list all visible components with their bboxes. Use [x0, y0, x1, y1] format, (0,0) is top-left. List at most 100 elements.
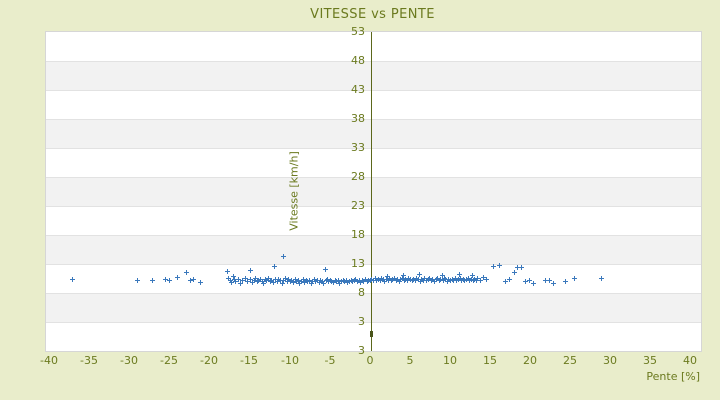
- x-tick-label: -10: [281, 354, 299, 367]
- data-point: [198, 280, 203, 285]
- data-point: [272, 264, 277, 269]
- plot-stripe: [46, 293, 701, 322]
- data-point: [184, 270, 189, 275]
- data-point: [551, 281, 556, 286]
- y-tick-label: 18: [351, 228, 365, 241]
- y-gridline: [46, 206, 701, 207]
- data-point: [191, 277, 196, 282]
- plot-stripe: [46, 119, 701, 148]
- chart-title: VITESSE vs PENTE: [310, 7, 435, 22]
- data-point: [307, 278, 312, 283]
- y-tick-label: 43: [351, 83, 365, 96]
- data-point: [236, 277, 241, 282]
- x-tick-label: 5: [406, 354, 414, 367]
- x-tick-label: 25: [563, 354, 577, 367]
- y-gridline: [46, 177, 701, 178]
- y-tick-label: 48: [351, 54, 365, 67]
- data-point: [266, 276, 271, 281]
- data-point: [417, 272, 422, 277]
- data-point: [470, 273, 475, 278]
- data-point: [503, 279, 508, 284]
- data-point: [283, 276, 288, 281]
- data-point: [478, 278, 483, 283]
- plot-stripe: [46, 61, 701, 90]
- x-tick-label: 40: [683, 354, 697, 367]
- plot-stripe: [46, 90, 701, 119]
- y-tick-label: 38: [351, 112, 365, 125]
- data-point: [531, 281, 536, 286]
- data-point: [599, 276, 604, 281]
- data-point: [280, 281, 285, 286]
- data-point: [491, 264, 496, 269]
- y-gridline: [46, 148, 701, 149]
- y-gridline: [46, 235, 701, 236]
- x-tick-label: 35: [643, 354, 657, 367]
- y-tick-label: 8: [358, 286, 365, 299]
- y-tick-label: 13: [351, 257, 365, 270]
- x-tick-label: 20: [523, 354, 537, 367]
- data-point: [475, 276, 480, 281]
- data-point: [240, 278, 245, 283]
- data-point: [245, 279, 250, 284]
- y-gridline: [46, 322, 701, 323]
- y-gridline: [46, 90, 701, 91]
- data-point: [188, 278, 193, 283]
- y-tick-label: 33: [351, 141, 365, 154]
- data-point: [323, 267, 328, 272]
- data-point: [233, 279, 238, 284]
- data-point: [481, 275, 486, 280]
- data-point: [507, 277, 512, 282]
- data-point: [253, 276, 258, 281]
- data-point: [336, 278, 341, 283]
- data-point: [547, 278, 552, 283]
- data-point: [321, 281, 326, 286]
- data-point: [231, 274, 236, 279]
- origin-marker: [370, 331, 373, 337]
- data-point: [484, 277, 489, 282]
- plot-stripe: [46, 322, 701, 351]
- plot-stripe: [46, 32, 701, 61]
- data-point: [163, 277, 168, 282]
- y-axis-title: Vitesse [km/h]: [287, 151, 301, 231]
- y-gridline: [46, 264, 701, 265]
- x-tick-label: -5: [324, 354, 336, 367]
- y-tick-label: 3: [358, 344, 365, 357]
- data-point: [70, 277, 75, 282]
- data-point: [238, 281, 243, 286]
- data-point: [543, 278, 548, 283]
- x-tick-label: 0: [366, 354, 374, 367]
- data-point: [150, 278, 155, 283]
- data-point: [515, 265, 520, 270]
- data-point: [401, 273, 406, 278]
- data-point: [523, 279, 528, 284]
- x-tick-label: -15: [240, 354, 258, 367]
- data-point: [229, 280, 234, 285]
- data-point: [527, 278, 532, 283]
- data-point: [296, 278, 301, 283]
- y-tick-label: 23: [351, 199, 365, 212]
- plot-stripe: [46, 177, 701, 206]
- x-tick-label: -30: [120, 354, 138, 367]
- y-gridline: [46, 293, 701, 294]
- x-tick-label: -35: [80, 354, 98, 367]
- data-point: [175, 275, 180, 280]
- plot-stripe: [46, 206, 701, 235]
- data-point: [281, 254, 286, 259]
- plot-area: Vitesse [km/h] 53 48 43 38 33 28 23 18 13 8 3 3: [45, 26, 702, 357]
- x-tick-label: 15: [483, 354, 497, 367]
- data-point: [135, 278, 140, 283]
- y-tick-label: 3: [358, 315, 365, 328]
- data-point: [512, 270, 517, 275]
- plot-stripe: [46, 235, 701, 264]
- data-point: [497, 263, 502, 268]
- x-axis-title: Pente [%]: [646, 370, 700, 383]
- data-point: [457, 272, 462, 277]
- data-point: [248, 277, 253, 282]
- data-point: [301, 277, 306, 282]
- data-point: [572, 276, 577, 281]
- x-tick-label: -40: [40, 354, 58, 367]
- y-axis-line: [371, 32, 372, 351]
- y-tick-label: 53: [351, 25, 365, 38]
- data-point: [278, 278, 283, 283]
